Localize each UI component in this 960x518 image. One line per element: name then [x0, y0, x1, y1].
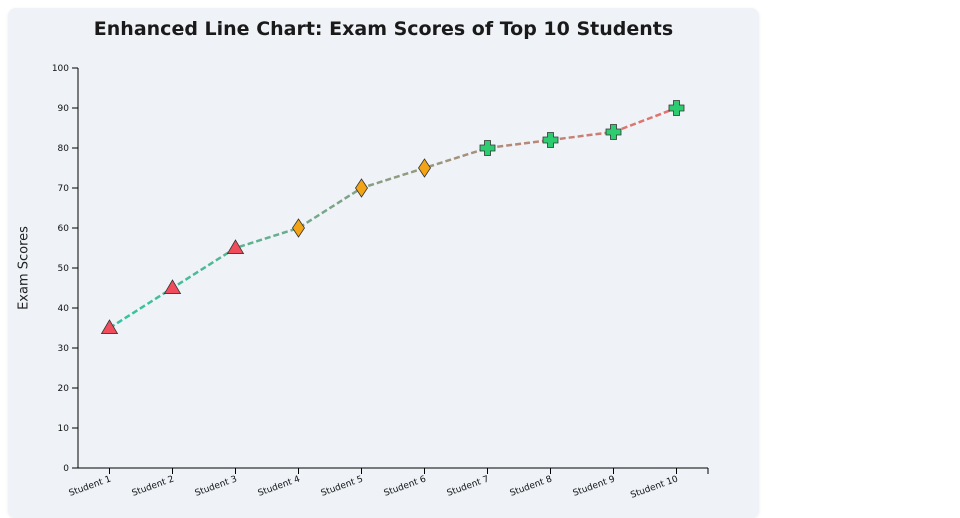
x-tick-label: Student 10: [629, 474, 679, 500]
data-point-cross: [542, 132, 559, 148]
y-tick-label: 70: [58, 184, 70, 194]
chart-title: Enhanced Line Chart: Exam Scores of Top …: [93, 18, 674, 40]
series-line: [108, 106, 677, 330]
y-tick-label: 60: [58, 224, 70, 234]
line-chart: 0 10 20 30 40 50 60 70 80 90 100 Student 1 Student 2…: [52, 64, 709, 500]
data-point-cross: [668, 100, 685, 116]
y-tick-label: 50: [58, 264, 70, 274]
x-tick-label: Student 1: [68, 474, 113, 498]
data-point-diamond: [418, 158, 431, 178]
y-tick-label: 90: [58, 104, 70, 114]
y-tick-label: 10: [58, 424, 70, 434]
x-tick-label: Student 8: [509, 474, 554, 499]
y-tick-label: 40: [58, 304, 70, 314]
y-tick-label: 20: [58, 384, 70, 394]
x-tick-label: Student 3: [194, 474, 239, 498]
data-point-cross: [479, 140, 496, 156]
y-tick-label: 30: [58, 344, 70, 354]
y-tick-label: 80: [58, 144, 70, 154]
x-tick-label: Student 7: [446, 474, 491, 498]
data-point-diamond: [292, 218, 305, 238]
x-tick-label: Student 5: [320, 474, 365, 498]
y-tick-label: 0: [63, 464, 69, 474]
data-point-triangle: [226, 239, 245, 255]
x-tick-label: Student 6: [383, 474, 428, 499]
data-point-triangle: [100, 319, 119, 335]
x-tick-label: Student 2: [131, 474, 176, 498]
x-tick-label: Student 4: [257, 474, 302, 499]
data-point-triangle: [163, 279, 182, 295]
data-point-cross: [605, 124, 622, 140]
data-point-diamond: [355, 178, 368, 198]
y-tick-label: 100: [52, 64, 69, 74]
x-tick-label: Student 9: [572, 474, 617, 499]
chart-card: [8, 8, 759, 518]
